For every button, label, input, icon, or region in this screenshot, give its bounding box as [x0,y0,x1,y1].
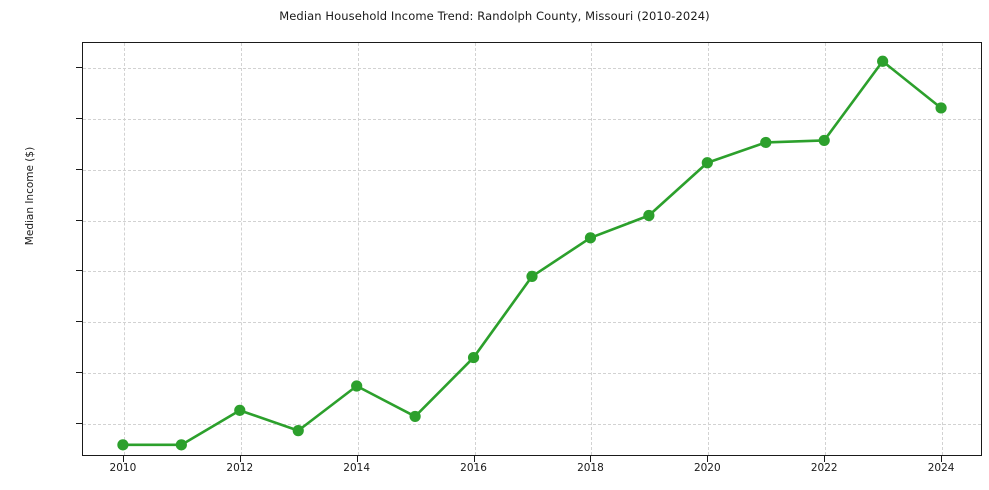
y-tick-mark [76,168,82,170]
y-axis-title: Median Income ($) [24,146,36,246]
gridline-horizontal [83,119,981,121]
x-tick-label: 2016 [460,462,487,474]
x-tick-mark [707,456,709,462]
gridline-horizontal [83,372,981,374]
gridline-horizontal [83,322,981,324]
gridline-vertical [474,43,476,455]
y-tick-mark [76,321,82,323]
x-tick-label: 2022 [810,462,838,474]
y-tick-mark [76,67,82,69]
gridline-horizontal [83,169,981,171]
x-tick-mark [356,456,358,462]
x-tick-label: 2010 [109,462,137,474]
x-tick-label: 2020 [693,462,721,474]
page-title: Median Household Income Trend: Randolph … [279,9,710,23]
x-tick-mark [122,456,124,462]
y-tick-mark [76,219,82,221]
gridline-horizontal [83,68,981,70]
x-tick-mark [590,456,592,462]
gridline-vertical [825,43,827,455]
x-tick-mark [239,456,241,462]
x-tick-label: 2024 [927,462,955,474]
gridline-vertical [591,43,593,455]
gridline-horizontal [83,423,981,425]
gridline-horizontal [83,220,981,222]
gridline-vertical [942,43,944,455]
x-tick-mark [824,456,826,462]
x-tick-label: 2014 [343,462,371,474]
gridline-vertical [708,43,710,455]
x-tick-label: 2012 [226,462,254,474]
y-tick-mark [76,270,82,272]
x-tick-label: 2018 [577,462,604,474]
gridline-horizontal [83,271,981,273]
y-tick-mark [76,422,82,424]
plot-area [82,42,982,456]
gridline-vertical [240,43,242,455]
y-tick-mark [76,118,82,120]
x-tick-mark [473,456,475,462]
gridline-vertical [357,43,359,455]
y-tick-mark [76,371,82,373]
x-tick-mark [941,456,943,462]
gridline-vertical [123,43,125,455]
